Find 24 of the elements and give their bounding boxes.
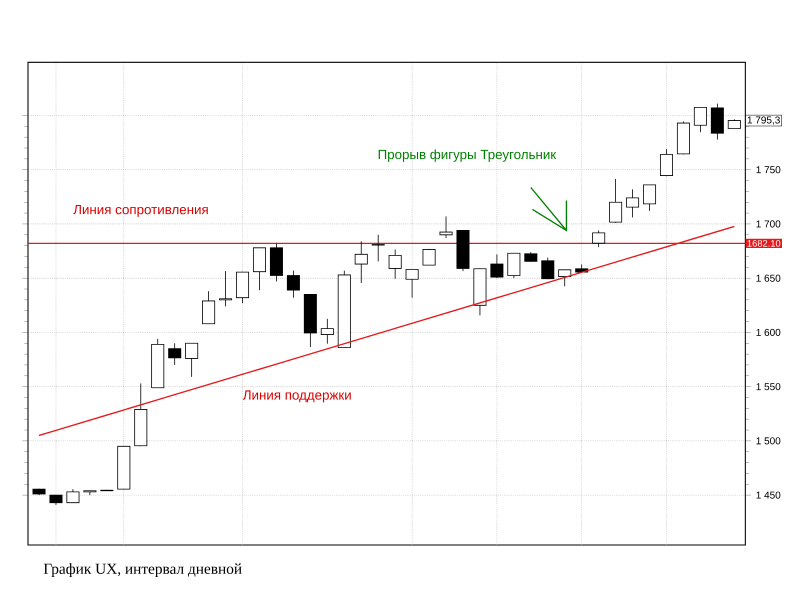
candlestick	[609, 178, 622, 224]
candlestick	[388, 249, 402, 280]
annotation: Прорыв фигуры Треугольник	[378, 149, 556, 162]
candlestick	[440, 216, 453, 238]
candlestick	[626, 188, 640, 218]
annotation: Линия сопротивления	[73, 204, 208, 217]
ref-line-label: 1682.10	[748, 240, 780, 247]
candlestick	[710, 103, 724, 140]
y-tick-label: 1 450	[756, 492, 780, 499]
candlestick	[354, 240, 368, 284]
annotation: Линия поддержки	[242, 390, 351, 402]
candlestick	[372, 234, 385, 262]
y-tick-label: 1 750	[756, 166, 780, 174]
y-tick-label: 1 650	[756, 274, 780, 282]
candlestick	[270, 243, 283, 282]
y-tick-label: 1 500	[756, 437, 780, 444]
candlestick	[320, 318, 334, 344]
y-tick-label: 1 700	[756, 220, 780, 228]
y-tick-label: 1 550	[756, 383, 780, 390]
y-tick-label: 1 600	[756, 328, 780, 336]
text: График UX, интервал дневной	[44, 563, 242, 578]
annotation: 1 795,3	[748, 116, 780, 125]
candlestick	[219, 270, 232, 307]
candlestick	[286, 270, 300, 298]
